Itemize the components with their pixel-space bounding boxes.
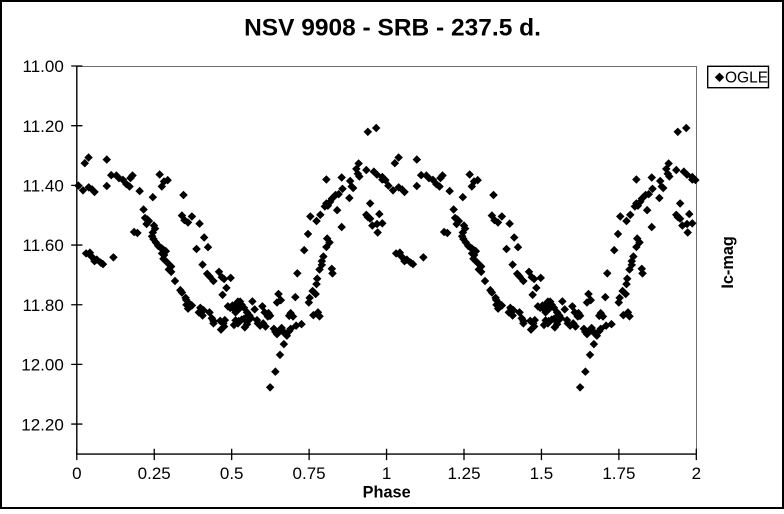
- svg-text:NSV 9908 - SRB - 237.5 d.: NSV 9908 - SRB - 237.5 d.: [244, 15, 541, 42]
- svg-text:0.75: 0.75: [293, 464, 326, 483]
- svg-text:1: 1: [382, 464, 391, 483]
- svg-text:0.25: 0.25: [138, 464, 171, 483]
- svg-text:Ic-mag: Ic-mag: [719, 236, 737, 288]
- svg-text:1.75: 1.75: [602, 464, 635, 483]
- svg-text:1.5: 1.5: [530, 464, 554, 483]
- svg-text:2: 2: [692, 464, 701, 483]
- svg-text:12.00: 12.00: [21, 356, 64, 375]
- svg-text:11.40: 11.40: [23, 177, 64, 196]
- svg-text:0: 0: [72, 464, 81, 483]
- svg-text:Phase: Phase: [363, 484, 411, 502]
- svg-text:11.60: 11.60: [23, 236, 64, 255]
- svg-text:11.20: 11.20: [23, 117, 64, 136]
- svg-text:OGLE: OGLE: [725, 69, 768, 86]
- svg-text:12.20: 12.20: [21, 415, 64, 434]
- svg-text:1.25: 1.25: [447, 464, 480, 483]
- svg-text:11.80: 11.80: [23, 296, 64, 315]
- svg-text:11.00: 11.00: [23, 57, 64, 76]
- svg-text:0.5: 0.5: [220, 464, 244, 483]
